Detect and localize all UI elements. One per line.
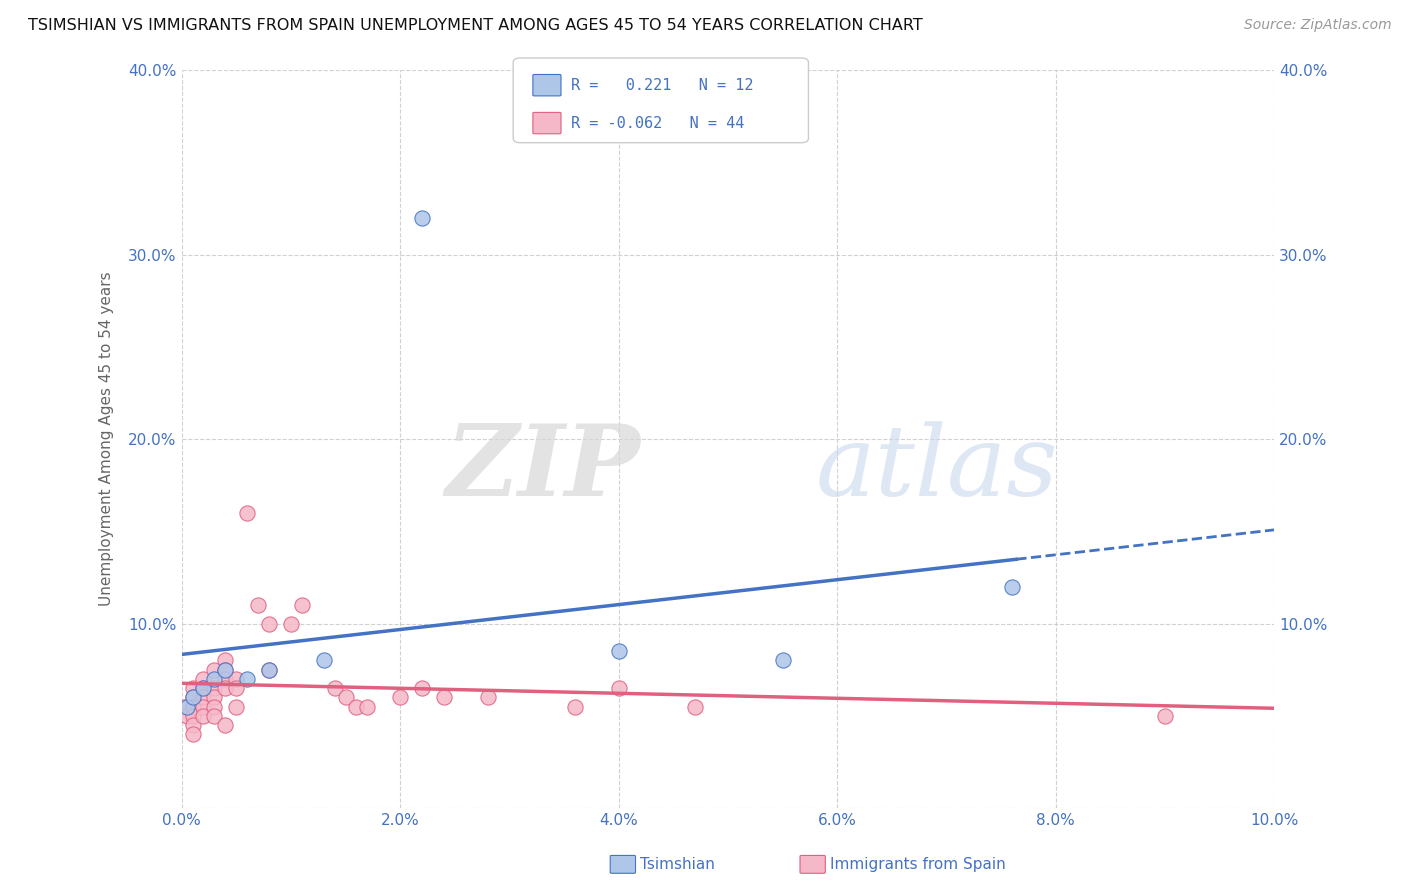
Point <box>257 616 280 631</box>
Text: ZIP: ZIP <box>446 420 641 516</box>
Point <box>312 653 335 667</box>
Point <box>193 690 215 705</box>
Text: TSIMSHIAN VS IMMIGRANTS FROM SPAIN UNEMPLOYMENT AMONG AGES 45 TO 54 YEARS CORREL: TSIMSHIAN VS IMMIGRANTS FROM SPAIN UNEMP… <box>28 18 922 33</box>
Point <box>214 663 236 677</box>
Point <box>202 699 225 714</box>
Point <box>181 690 204 705</box>
Text: Tsimshian: Tsimshian <box>640 857 714 871</box>
Point <box>173 699 195 714</box>
Point <box>193 708 215 723</box>
Point <box>683 699 706 714</box>
Point <box>193 681 215 695</box>
Point <box>247 598 270 612</box>
Point <box>280 616 302 631</box>
Text: R = -0.062   N = 44: R = -0.062 N = 44 <box>571 116 744 130</box>
Point <box>335 690 357 705</box>
Point <box>433 690 456 705</box>
Point <box>181 727 204 741</box>
Point <box>1001 580 1024 594</box>
Point <box>346 699 368 714</box>
Point <box>257 663 280 677</box>
Point <box>193 672 215 686</box>
Point <box>477 690 499 705</box>
Point <box>225 681 247 695</box>
Text: R =   0.221   N = 12: R = 0.221 N = 12 <box>571 78 754 93</box>
Point <box>411 211 433 225</box>
Point <box>607 681 630 695</box>
Point <box>181 718 204 732</box>
Point <box>214 718 236 732</box>
Text: atlas: atlas <box>815 421 1059 516</box>
Point <box>202 663 225 677</box>
Point <box>181 699 204 714</box>
Point <box>176 699 198 714</box>
Text: Source: ZipAtlas.com: Source: ZipAtlas.com <box>1244 18 1392 32</box>
Point <box>291 598 314 612</box>
Point <box>411 681 433 695</box>
Point <box>181 690 204 705</box>
Point <box>214 663 236 677</box>
Point <box>202 708 225 723</box>
Y-axis label: Unemployment Among Ages 45 to 54 years: Unemployment Among Ages 45 to 54 years <box>100 272 114 607</box>
Point <box>181 681 204 695</box>
Point <box>176 708 198 723</box>
Text: Immigrants from Spain: Immigrants from Spain <box>830 857 1005 871</box>
Point <box>181 708 204 723</box>
Point <box>236 506 259 520</box>
Point <box>356 699 378 714</box>
Point <box>257 663 280 677</box>
Point <box>214 681 236 695</box>
Point <box>214 653 236 667</box>
Point <box>236 672 259 686</box>
Point <box>202 672 225 686</box>
Point <box>1154 708 1177 723</box>
Point <box>225 699 247 714</box>
Point <box>214 672 236 686</box>
Point <box>193 699 215 714</box>
Point <box>564 699 586 714</box>
Point <box>607 644 630 658</box>
Point <box>202 681 225 695</box>
Point <box>202 690 225 705</box>
Point <box>323 681 346 695</box>
Point <box>389 690 412 705</box>
Point <box>772 653 794 667</box>
Point <box>193 681 215 695</box>
Point <box>225 672 247 686</box>
